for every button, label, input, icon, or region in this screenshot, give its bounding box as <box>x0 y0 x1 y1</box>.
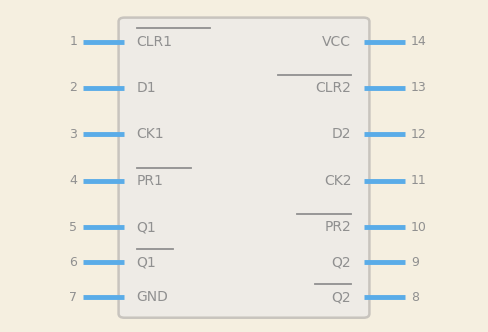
Text: 14: 14 <box>411 35 427 48</box>
Text: CLR2: CLR2 <box>315 81 351 95</box>
Text: D1: D1 <box>137 81 156 95</box>
Text: 8: 8 <box>411 290 419 304</box>
Text: CK2: CK2 <box>324 174 351 188</box>
Text: CLR1: CLR1 <box>137 35 173 48</box>
Text: Q1: Q1 <box>137 220 156 234</box>
Text: VCC: VCC <box>323 35 351 48</box>
Text: Q2: Q2 <box>332 255 351 269</box>
Text: 2: 2 <box>69 81 77 95</box>
Text: 9: 9 <box>411 256 419 269</box>
Text: PR2: PR2 <box>325 220 351 234</box>
Text: 11: 11 <box>411 174 427 188</box>
Text: Q1: Q1 <box>137 255 156 269</box>
Text: 13: 13 <box>411 81 427 95</box>
Text: 10: 10 <box>411 221 427 234</box>
Text: 3: 3 <box>69 128 77 141</box>
Text: 6: 6 <box>69 256 77 269</box>
Text: GND: GND <box>137 290 168 304</box>
Text: 4: 4 <box>69 174 77 188</box>
Text: PR1: PR1 <box>137 174 163 188</box>
Text: 1: 1 <box>69 35 77 48</box>
Text: 5: 5 <box>69 221 77 234</box>
Text: 12: 12 <box>411 128 427 141</box>
FancyBboxPatch shape <box>119 18 369 318</box>
Text: 7: 7 <box>69 290 77 304</box>
Text: Q2: Q2 <box>332 290 351 304</box>
Text: D2: D2 <box>332 127 351 141</box>
Text: CK1: CK1 <box>137 127 164 141</box>
